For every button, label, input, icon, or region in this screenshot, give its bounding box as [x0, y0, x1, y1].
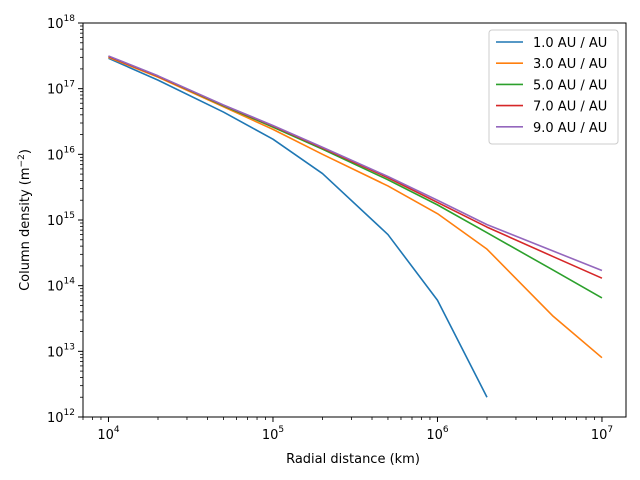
y-tick-label-base: 10	[47, 345, 64, 360]
x-axis-ticks: 104 105 106 107	[82, 417, 613, 443]
x-tick-label-3: 107	[591, 425, 613, 443]
legend-label-0: 1.0 AU / AU	[533, 36, 607, 51]
legend: 1.0 AU / AU 3.0 AU / AU 5.0 AU / AU 7.0 AU …	[488, 29, 619, 145]
y-tick-label-base: 10	[47, 280, 64, 295]
y-axis-label: Column density (m−2)	[17, 149, 33, 291]
x-tick-label-0: 104	[97, 425, 120, 443]
legend-box	[488, 29, 619, 145]
series-line-1	[108, 56, 603, 359]
y-tick-label-exponent: 15	[64, 211, 75, 221]
y-tick-label-exponent: 13	[64, 342, 75, 352]
x-tick-label-1: 105	[262, 425, 284, 443]
x-tick-label-exponent: 7	[607, 425, 613, 435]
y-tick-label-1: 1013	[47, 342, 75, 360]
x-tick-label-2: 106	[426, 425, 449, 443]
series-line-0	[108, 57, 488, 398]
y-axis-label-main: Column density (m	[18, 167, 33, 290]
y-tick-label-exponent: 18	[64, 14, 76, 24]
x-axis-label: Radial distance (km)	[286, 452, 420, 467]
legend-label-3: 7.0 AU / AU	[533, 100, 607, 115]
x-tick-label-exponent: 6	[443, 425, 449, 435]
x-tick-label-base: 10	[426, 428, 443, 443]
y-tick-label-exponent: 14	[64, 277, 76, 287]
y-tick-label-base: 10	[47, 83, 64, 98]
legend-label-1: 3.0 AU / AU	[533, 57, 607, 72]
x-tick-label-exponent: 5	[278, 425, 284, 435]
y-tick-label-2: 1014	[47, 277, 75, 295]
y-tick-label-base: 10	[47, 148, 64, 163]
legend-label-4: 9.0 AU / AU	[533, 121, 607, 136]
y-tick-label-5: 1017	[47, 80, 75, 98]
y-tick-label-exponent: 16	[64, 145, 76, 155]
y-tick-label-3: 1015	[47, 211, 75, 229]
x-tick-label-exponent: 4	[114, 425, 120, 435]
series-line-4	[108, 55, 603, 272]
y-tick-label-exponent: 17	[64, 80, 75, 90]
y-tick-label-exponent: 12	[64, 408, 75, 418]
y-tick-label-6: 1018	[47, 14, 75, 32]
y-axis-label-close: )	[18, 149, 33, 154]
y-tick-label-0: 1012	[47, 408, 75, 426]
y-tick-label-4: 1016	[47, 145, 75, 163]
x-tick-label-base: 10	[591, 428, 608, 443]
y-tick-label-base: 10	[47, 17, 64, 32]
y-axis-label-exponent: −2	[17, 154, 27, 167]
x-tick-label-base: 10	[97, 428, 114, 443]
y-tick-label-base: 10	[47, 411, 64, 426]
y-tick-label-base: 10	[47, 214, 64, 229]
x-tick-label-base: 10	[262, 428, 279, 443]
legend-label-2: 5.0 AU / AU	[533, 78, 607, 93]
